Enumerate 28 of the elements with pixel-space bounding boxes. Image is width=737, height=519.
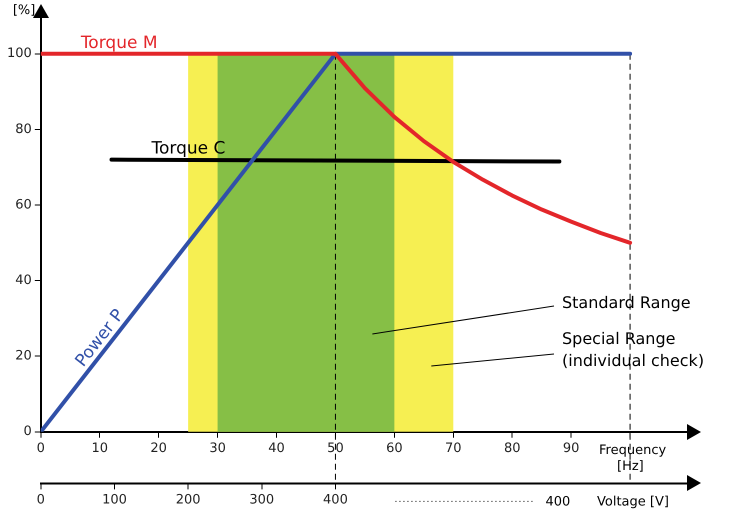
x-tick-label: 20: [150, 440, 167, 456]
text: 400: [545, 494, 570, 510]
band-label: Standard Range: [562, 293, 691, 312]
x2-tick-label: 200: [176, 492, 201, 508]
x-tick-label: 90: [562, 440, 580, 456]
y-tick-label: 60: [15, 197, 32, 212]
y-axis-title: [%]: [12, 3, 36, 18]
y-tick-label: 20: [15, 348, 32, 364]
x-tick-label: 10: [91, 440, 108, 456]
x-tick-label: 30: [209, 440, 226, 456]
x2-tick-label: 400: [323, 492, 348, 508]
series-label: Torque M: [80, 32, 158, 53]
x-tick-label: 80: [504, 440, 520, 456]
band-label: Special Range (individual check): [562, 329, 704, 370]
y-tick-label: 80: [15, 122, 32, 137]
x2-tick-label: 100: [102, 492, 127, 508]
x-tick-label: 40: [268, 440, 285, 456]
x-tick-label: 60: [386, 440, 403, 456]
y-tick-label: 0: [24, 424, 32, 440]
y-tick-label: 40: [15, 272, 32, 288]
x2-axis-title: Voltage [V]: [597, 494, 669, 510]
x2-tick-label: 0: [36, 492, 45, 508]
x-tick-label: 70: [445, 440, 462, 456]
x-axis-title: Frequency [Hz]: [599, 442, 666, 474]
x2-tick-label: 300: [249, 492, 274, 508]
y-tick-label: 100: [6, 46, 32, 62]
x-tick-label: 0: [36, 440, 45, 456]
x-tick-label: 50: [327, 440, 344, 456]
